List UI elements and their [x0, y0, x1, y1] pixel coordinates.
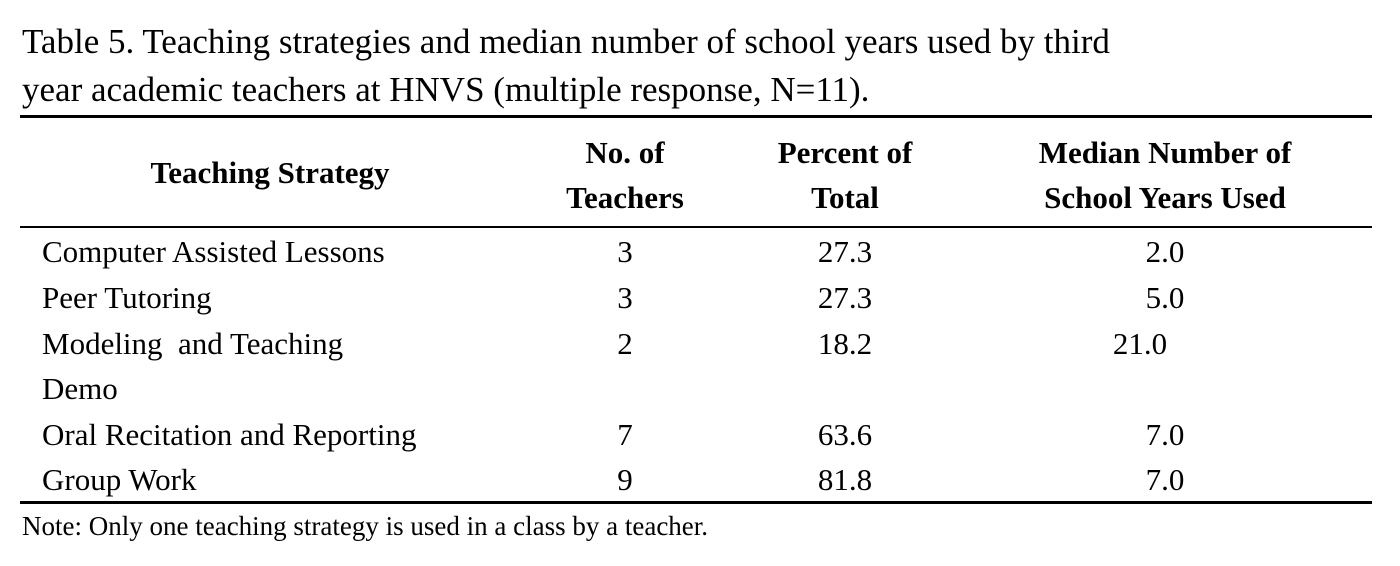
table-note: Note: Only one teaching strategy is used…	[22, 511, 709, 541]
cell-teachers: 9	[617, 462, 633, 497]
cell-median: 7.0	[1145, 417, 1185, 452]
table-row: Peer Tutoring 3 27.3 5.0	[0, 275, 1400, 321]
table-caption: Table 5. Teaching strategies and median …	[22, 18, 1352, 114]
table-row-continuation: Demo	[0, 366, 1400, 412]
cell-strategy: Group Work	[42, 462, 197, 497]
header-percent-line-1: Percent of	[777, 135, 913, 170]
table-row: Oral Recitation and Reporting 7 63.6 7.0	[0, 412, 1400, 458]
table-row: Group Work 9 81.8 7.0	[0, 457, 1400, 503]
cell-median: 2.0	[1145, 234, 1185, 269]
cell-percent: 27.3	[817, 234, 873, 269]
table-top-rule	[20, 115, 1372, 118]
cell-teachers: 3	[617, 234, 633, 269]
cell-percent: 63.6	[817, 417, 873, 452]
table-bottom-rule	[20, 501, 1372, 504]
table-row: Computer Assisted Lessons 3 27.3 2.0	[0, 229, 1400, 275]
header-teachers-line-2: Teachers	[566, 180, 684, 215]
cell-strategy: Peer Tutoring	[42, 280, 212, 315]
header-separator-rule	[20, 226, 1372, 228]
cell-teachers: 2	[617, 326, 633, 361]
cell-median: 5.0	[1145, 280, 1185, 315]
cell-percent: 18.2	[817, 326, 873, 361]
cell-percent: 27.3	[817, 280, 873, 315]
cell-strategy: Modeling and Teaching	[42, 326, 344, 361]
header-strategy-label: Teaching Strategy	[150, 155, 390, 190]
table-row: Modeling and Teaching 2 18.2 21.0	[0, 321, 1400, 367]
header-median-line-2: School Years Used	[1044, 180, 1286, 215]
cell-strategy: Oral Recitation and Reporting	[42, 417, 417, 452]
cell-teachers: 3	[617, 280, 633, 315]
cell-median: 21.0	[1112, 326, 1168, 361]
caption-line-1: Table 5. Teaching strategies and median …	[22, 22, 1110, 61]
cell-strategy-continuation: Demo	[42, 371, 118, 406]
cell-median: 7.0	[1145, 462, 1185, 497]
header-median-line-1: Median Number of	[1038, 135, 1292, 170]
cell-strategy: Computer Assisted Lessons	[42, 234, 385, 269]
cell-teachers: 7	[617, 417, 633, 452]
header-median-years: Median Number of School Years Used	[990, 130, 1340, 220]
header-percent-of-total: Percent of Total	[745, 130, 945, 220]
header-percent-line-2: Total	[811, 180, 879, 215]
caption-line-2: year academic teachers at HNVS (multiple…	[22, 70, 870, 109]
cell-percent: 81.8	[817, 462, 873, 497]
header-teachers-line-1: No. of	[585, 135, 665, 170]
header-teaching-strategy: Teaching Strategy	[60, 150, 480, 195]
header-no-of-teachers: No. of Teachers	[540, 130, 710, 220]
